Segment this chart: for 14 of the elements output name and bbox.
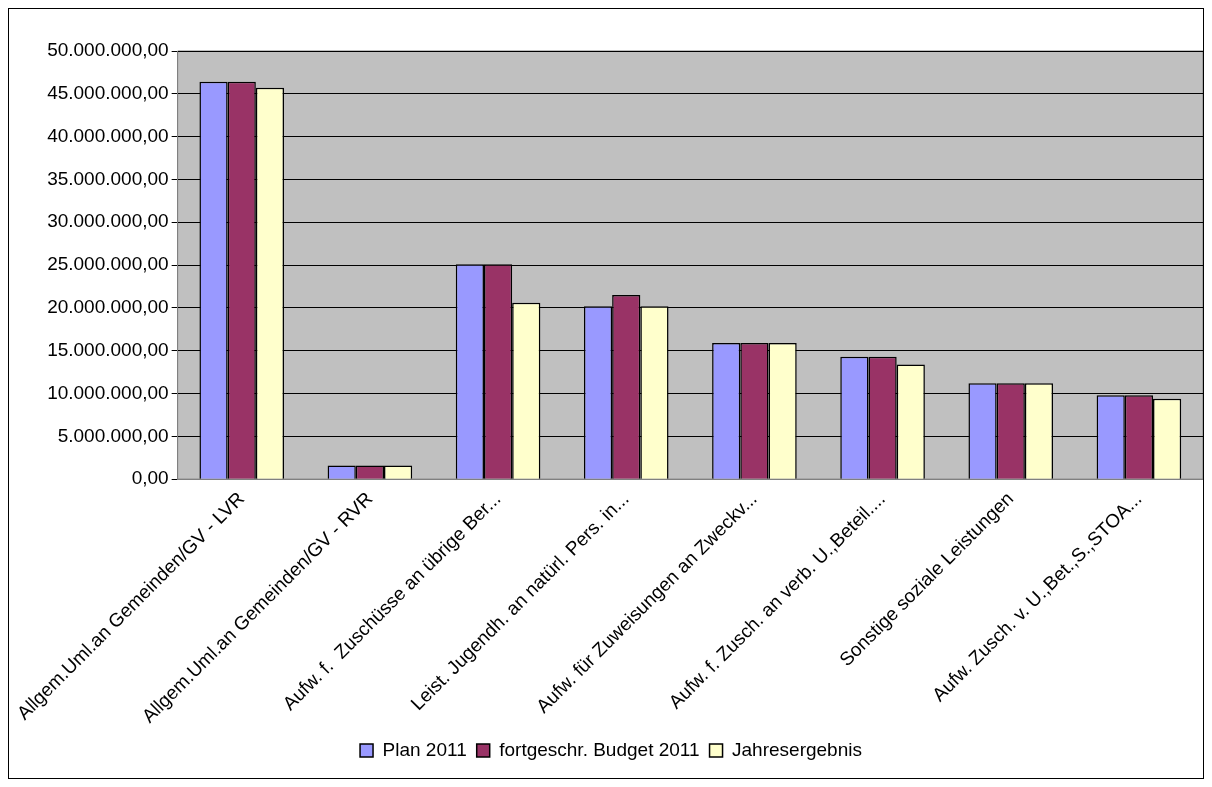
y-tick-label: 35.000.000,00 <box>47 167 169 189</box>
legend-label: Jahresergebnis <box>732 738 862 760</box>
legend-label: Plan 2011 <box>382 738 467 760</box>
legend-label: fortgeschr. Budget 2011 <box>499 738 700 760</box>
y-tick-label: 20.000.000,00 <box>47 296 169 318</box>
y-tick-label: 10.000.000,00 <box>47 381 169 403</box>
y-tick-label: 0,00 <box>131 467 169 489</box>
y-tick-label: 25.000.000,00 <box>47 253 169 275</box>
y-tick-label: 5.000.000,00 <box>57 424 169 446</box>
y-tick-label: 40.000.000,00 <box>47 124 169 146</box>
y-tick-label: 30.000.000,00 <box>47 210 169 232</box>
y-tick-label: 45.000.000,00 <box>47 82 169 104</box>
y-tick-label: 15.000.000,00 <box>47 338 169 360</box>
y-tick-label: 50.000.000,00 <box>47 39 169 61</box>
